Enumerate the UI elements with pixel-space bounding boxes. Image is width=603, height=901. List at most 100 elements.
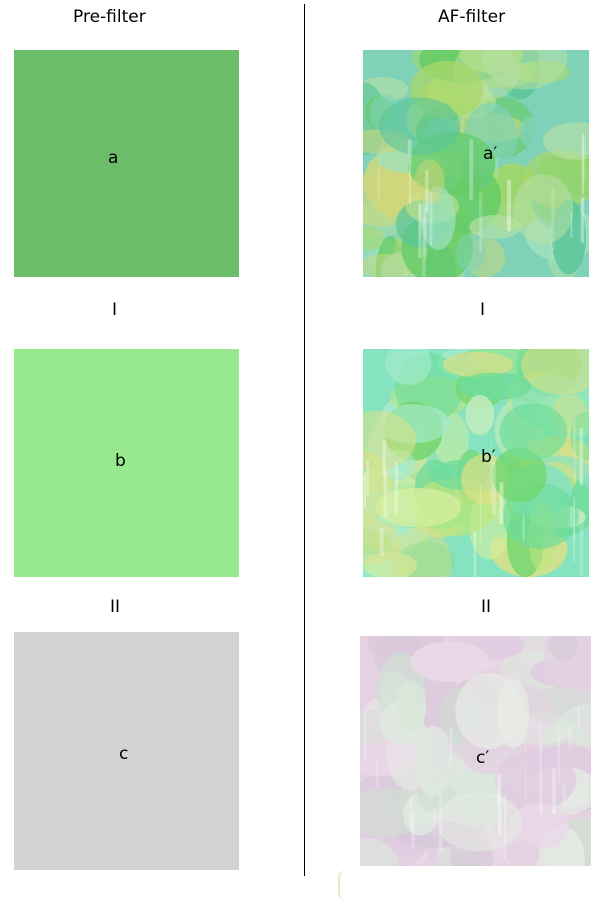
swatch-a-label: a [108,148,119,168]
texture-streak [407,139,412,167]
texture-blotch [542,122,589,160]
texture-streak [418,202,421,237]
texture-streak [580,197,585,243]
texture-streak [539,771,543,815]
faint-mark [338,870,346,900]
texture-blotch [363,518,401,565]
texture-streak [494,157,499,178]
texture-blotch [506,840,540,866]
texture-blotch [455,673,523,749]
texture-blotch [499,403,568,461]
texture-blotch [360,838,399,866]
texture-blotch [442,351,514,378]
texture-streak [582,138,586,182]
texture-streak [504,796,506,860]
swatch-a: a [14,50,239,277]
texture-streak [379,528,384,556]
texture-streak [479,192,483,252]
roman-label-left-1: I [112,300,118,320]
texture-streak [363,705,367,760]
texture-streak [450,728,453,760]
texture-blotch [363,226,384,251]
column-divider [304,4,305,876]
texture-streak [557,734,560,783]
texture-streak [469,139,474,200]
texture-streak [570,213,573,238]
swatch-b-label: b [115,451,126,471]
pre-filter-heading: Pre-filter [73,7,146,27]
texture-blotch [379,97,461,156]
swatch-c-label: c [119,744,129,764]
texture-blotch [558,704,591,746]
texture-blotch [436,792,523,852]
texture-streak [363,473,367,509]
texture-blotch [463,238,506,277]
swatch-c-prime-label: c′ [476,748,490,768]
texture-streak [573,419,576,483]
texture-blotch [410,641,490,682]
roman-label-left-2: II [110,597,121,617]
texture-streak [577,706,580,732]
swatch-c-prime: c′ [360,636,591,866]
texture-streak [418,204,422,259]
texture-streak [551,188,555,250]
swatch-c: c [14,632,239,870]
texture-blotch [375,487,462,528]
texture-streak [432,807,437,838]
texture-streak [366,459,369,496]
texture-blotch [521,349,589,395]
swatch-b-prime-label: b′ [481,447,496,467]
texture-streak [496,772,499,811]
texture-blotch [458,372,532,401]
swatch-a-prime: a′ [363,50,589,277]
texture-streak [524,742,527,806]
texture-streak [573,501,576,563]
swatch-b: b [14,349,239,577]
texture-blotch [469,215,522,240]
swatch-a-prime-texture [363,50,589,277]
af-filter-heading: AF-filter [438,7,506,27]
texture-streak [569,505,574,528]
texture-streak [539,725,542,771]
texture-streak [499,482,504,524]
texture-streak [438,795,443,852]
texture-streak [490,443,492,505]
texture-streak [563,784,566,809]
texture-blotch [385,349,432,386]
roman-label-right-1: I [480,300,486,320]
texture-blotch [495,749,577,810]
roman-label-right-2: II [481,597,492,617]
texture-streak [409,796,413,831]
texture-blotch [513,174,574,245]
texture-streak [382,440,387,477]
texture-blotch [482,50,568,90]
swatch-b-prime: b′ [363,349,589,577]
texture-streak [425,169,429,213]
texture-blotch [414,725,452,797]
texture-streak [429,192,433,246]
texture-streak [422,217,427,277]
texture-streak [522,515,525,542]
texture-blotch [390,526,453,577]
texture-blotch [548,636,579,661]
texture-streak [551,768,557,815]
texture-streak [491,461,496,514]
swatch-b-prime-texture [363,349,589,577]
texture-blotch [414,159,445,204]
texture-streak [579,513,584,576]
texture-streak [411,812,415,848]
texture-blotch [363,410,416,470]
texture-blotch [570,411,589,461]
texture-streak [579,428,584,486]
texture-streak [409,166,411,205]
texture-blotch [518,116,548,148]
texture-blotch [395,680,427,732]
swatch-c-prime-texture [360,636,591,866]
texture-streak [376,759,379,787]
texture-blotch [456,233,486,273]
texture-blotch [420,186,456,250]
texture-streak [568,727,572,749]
texture-streak [383,470,388,519]
texture-streak [473,531,476,577]
texture-blotch [465,394,495,435]
